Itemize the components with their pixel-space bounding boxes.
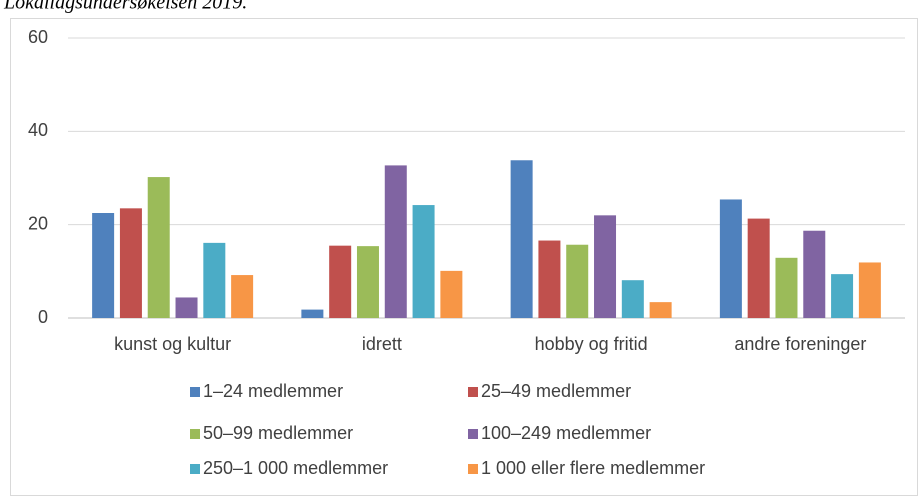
chart-subtitle: Lokallagsundersøkelsen 2019. bbox=[3, 0, 247, 14]
legend-swatch bbox=[190, 387, 200, 397]
bar bbox=[231, 275, 254, 318]
bar bbox=[384, 165, 407, 318]
x-tick-label: andre foreninger bbox=[734, 334, 866, 354]
bar bbox=[510, 160, 533, 318]
bar bbox=[538, 240, 561, 318]
bar bbox=[649, 302, 672, 318]
bar bbox=[858, 262, 881, 318]
legend-swatch bbox=[468, 387, 478, 397]
bar bbox=[301, 309, 324, 318]
bar bbox=[594, 215, 617, 318]
bar bbox=[356, 246, 379, 318]
legend-swatch bbox=[190, 464, 200, 474]
bar bbox=[412, 205, 435, 318]
legend-swatch bbox=[468, 429, 478, 439]
legend-swatch bbox=[468, 464, 478, 474]
bar bbox=[203, 242, 226, 318]
legend-label: 250–1 000 medlemmer bbox=[203, 458, 388, 478]
x-tick-label: kunst og kultur bbox=[114, 334, 231, 354]
bar bbox=[719, 199, 742, 318]
y-tick-label: 40 bbox=[28, 120, 48, 140]
bar bbox=[147, 177, 170, 318]
y-tick-label: 0 bbox=[38, 307, 48, 327]
legend-label: 1 000 eller flere medlemmer bbox=[481, 458, 705, 478]
bar bbox=[119, 208, 142, 318]
bar bbox=[621, 280, 644, 318]
bar bbox=[803, 230, 826, 318]
bar bbox=[329, 245, 352, 318]
x-tick-label: idrett bbox=[362, 334, 402, 354]
y-tick-label: 60 bbox=[28, 27, 48, 47]
bar bbox=[440, 270, 463, 318]
bar bbox=[175, 297, 198, 318]
legend-label: 100–249 medlemmer bbox=[481, 423, 651, 443]
bar bbox=[566, 244, 589, 318]
legend-label: 1–24 medlemmer bbox=[203, 381, 343, 401]
bar bbox=[92, 213, 115, 318]
x-tick-label: hobby og fritid bbox=[535, 334, 648, 354]
bar bbox=[747, 218, 770, 318]
bar bbox=[775, 257, 798, 318]
y-tick-label: 20 bbox=[28, 213, 48, 233]
legend-swatch bbox=[190, 429, 200, 439]
legend-label: 50–99 medlemmer bbox=[203, 423, 353, 443]
legend-label: 25–49 medlemmer bbox=[481, 381, 631, 401]
chart-frame bbox=[10, 18, 918, 496]
bar bbox=[831, 274, 854, 318]
